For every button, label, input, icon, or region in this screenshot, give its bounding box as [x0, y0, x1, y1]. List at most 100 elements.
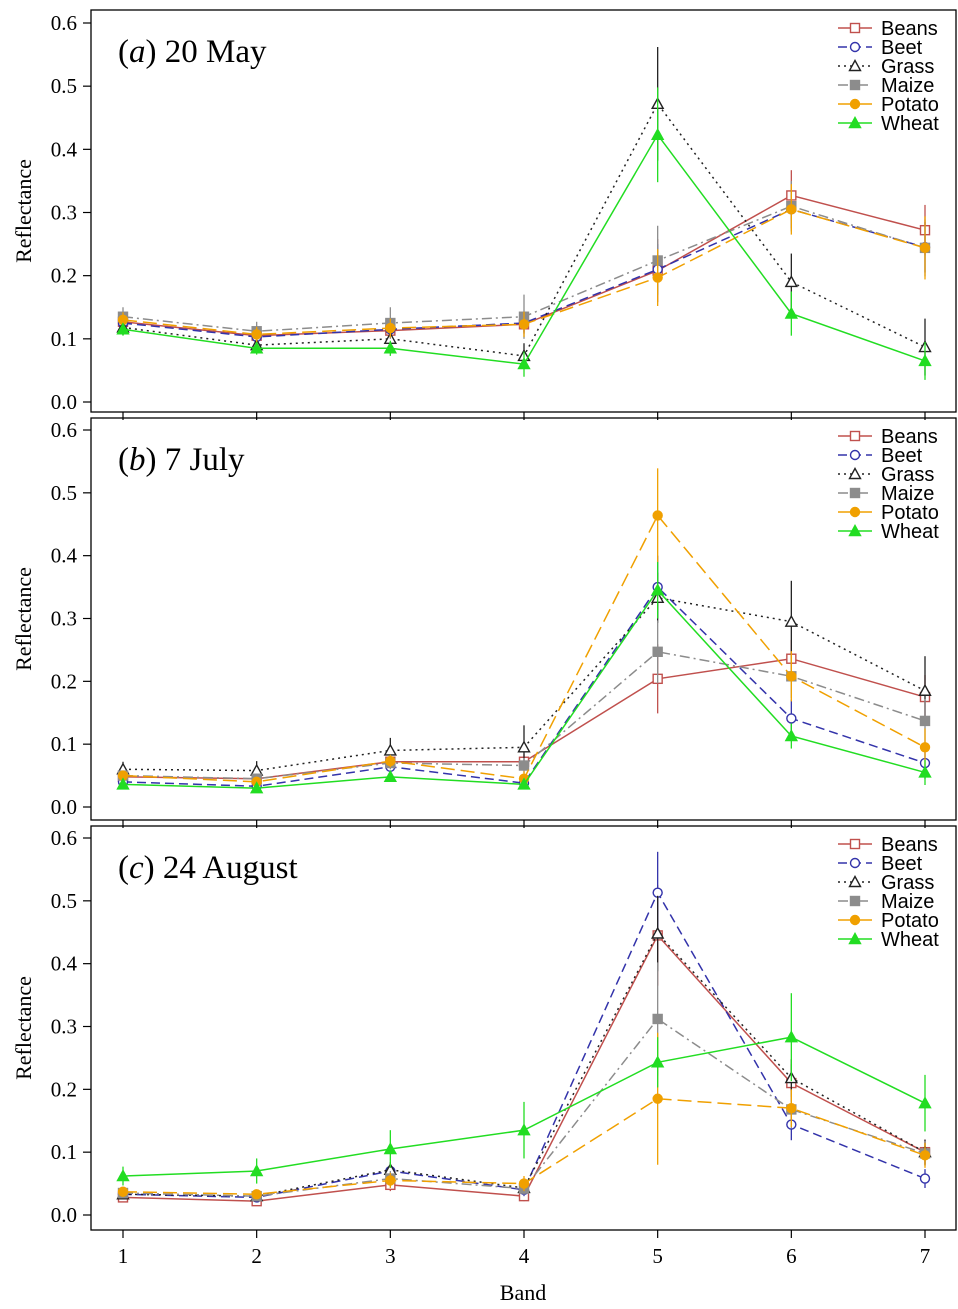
legend-label: Potato	[881, 94, 939, 116]
data-point	[652, 1013, 663, 1025]
legend-label: Grass	[881, 56, 934, 78]
panel-a-20-may: 0.0 0.1 0.2 0.3 0.4 0.5 0.6 Reflectance (a) 20 M…	[11, 9, 957, 420]
data-point	[385, 1175, 396, 1186]
y-tick-label: 0.2	[51, 669, 77, 693]
series-maize	[117, 620, 931, 784]
data-point	[383, 743, 398, 756]
data-point	[918, 683, 932, 696]
legend-label: Beet	[881, 445, 923, 467]
legend-label: Beans	[881, 426, 938, 448]
legend-item-potato: Potato	[838, 94, 939, 116]
y-tick-label: 0.5	[51, 481, 77, 505]
y-tick-label: 0.6	[51, 826, 77, 850]
y-tick-label: 0.1	[51, 732, 77, 756]
data-point	[116, 1169, 130, 1182]
legend-marker	[849, 838, 861, 850]
legend-label: Grass	[881, 872, 934, 894]
data-point	[385, 322, 396, 334]
y-tick-label: 0.3	[51, 201, 77, 225]
legend-marker	[848, 524, 862, 537]
data-point	[518, 319, 530, 330]
data-point	[116, 322, 130, 335]
series-potato	[117, 1032, 931, 1200]
data-point	[650, 926, 665, 939]
data-point	[251, 329, 262, 340]
data-point	[918, 765, 932, 778]
legend-label: Maize	[881, 75, 934, 97]
legend-marker	[849, 41, 861, 53]
data-point	[650, 127, 665, 141]
legend-label: Maize	[881, 483, 934, 505]
legend-marker	[849, 857, 861, 869]
data-point	[652, 646, 663, 658]
data-point	[251, 1189, 262, 1200]
y-tick-label: 0.4	[51, 137, 78, 161]
legend-label: Potato	[881, 910, 939, 932]
panel-title: (b) 7 July	[118, 442, 245, 478]
data-point	[784, 275, 799, 288]
data-point	[518, 1178, 530, 1189]
legend-item-wheat: Wheat	[838, 113, 939, 135]
data-point	[383, 341, 398, 354]
legend-marker	[848, 875, 862, 888]
x-tick-label: 7	[920, 1244, 931, 1268]
legend-item-potato: Potato	[838, 502, 939, 524]
data-point	[784, 306, 799, 319]
legend-item-maize: Maize	[838, 483, 934, 505]
y-axis-label: Reflectance	[11, 976, 36, 1080]
legend-label: Potato	[881, 502, 939, 524]
series-grass	[116, 572, 932, 780]
legend-label: Beet	[881, 853, 923, 875]
data-point	[116, 777, 130, 790]
legend-marker	[849, 487, 861, 499]
series-maize	[117, 962, 931, 1202]
x-tick-label: 3	[385, 1244, 396, 1268]
y-tick-label: 0.0	[51, 795, 77, 819]
legend-marker	[849, 79, 861, 91]
data-point	[786, 204, 797, 215]
data-point	[786, 1102, 797, 1114]
legend-marker	[849, 914, 861, 926]
series-wheat	[116, 993, 932, 1186]
data-point	[919, 1173, 931, 1184]
data-point	[249, 341, 264, 354]
legend-item-beet: Beet	[838, 853, 923, 875]
data-point	[517, 1123, 531, 1136]
legend-item-wheat: Wheat	[838, 521, 939, 543]
legend-label: Wheat	[881, 521, 939, 543]
panel-title: (c) 24 August	[118, 850, 298, 886]
y-tick-label: 0.1	[51, 1140, 77, 1164]
data-point	[518, 760, 530, 771]
y-tick-label: 0.5	[51, 889, 77, 913]
plot-frame	[90, 825, 957, 1231]
data-point	[652, 272, 663, 283]
legend-marker	[848, 932, 862, 945]
y-tick-label: 0.0	[51, 390, 77, 414]
legend-marker	[849, 22, 861, 34]
data-point	[652, 510, 663, 521]
legend-marker	[848, 116, 862, 129]
data-point	[918, 1096, 932, 1109]
x-tick-label: 2	[251, 1244, 262, 1268]
legend-item-beans: Beans	[838, 18, 938, 40]
legend-item-wheat: Wheat	[838, 929, 939, 951]
data-point	[650, 1055, 665, 1068]
y-tick-label: 0.3	[51, 1015, 77, 1039]
y-axis-label: Reflectance	[11, 159, 36, 263]
y-tick-label: 0.5	[51, 74, 77, 98]
data-point	[919, 1150, 931, 1161]
y-tick-label: 0.3	[51, 607, 77, 631]
legend-label: Grass	[881, 464, 934, 486]
data-point	[383, 769, 398, 783]
y-tick-label: 0.2	[51, 1077, 77, 1101]
data-point	[786, 671, 797, 682]
data-point	[117, 1186, 129, 1197]
y-tick-label: 0.2	[51, 264, 77, 288]
x-axis-label: Band	[500, 1280, 546, 1305]
legend-item-maize: Maize	[838, 891, 934, 913]
data-point	[517, 740, 531, 753]
data-point	[383, 1142, 398, 1155]
legend-item-beet: Beet	[838, 445, 923, 467]
data-point	[784, 1030, 799, 1043]
